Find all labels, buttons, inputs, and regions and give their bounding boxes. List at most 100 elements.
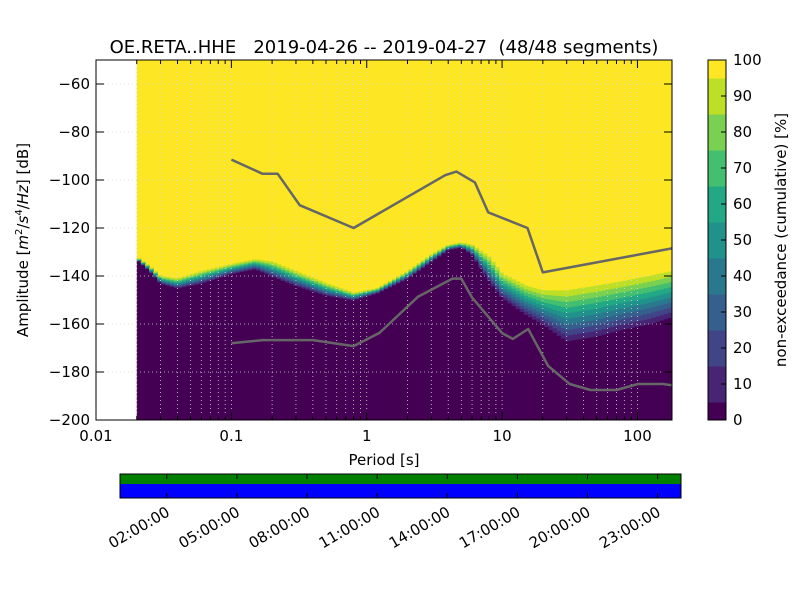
heatmap-column (449, 248, 455, 420)
heatmap-cell (330, 287, 335, 290)
heatmap-cell (412, 266, 418, 268)
heatmap-cell (503, 283, 508, 287)
heatmap-cell (247, 260, 253, 262)
heatmap-cell (264, 265, 270, 268)
heatmap-column (177, 287, 183, 420)
heatmap-cell (507, 282, 513, 287)
heatmap-column (408, 276, 414, 420)
heatmap-cell (647, 313, 653, 319)
heatmap-cell (260, 267, 265, 270)
heatmap-cell (190, 282, 195, 285)
heatmap-cell (227, 269, 233, 272)
heatmap-cell (634, 304, 640, 311)
heatmap-cell (264, 262, 270, 265)
heatmap-cell (630, 289, 636, 296)
heatmap-cell (231, 264, 237, 267)
heatmap-cell (548, 299, 554, 305)
heatmap-column (659, 319, 665, 420)
heatmap-cell (346, 297, 352, 299)
heatmap-column (330, 296, 335, 420)
heatmap-cell (429, 254, 434, 256)
heatmap-cell (466, 250, 471, 253)
heatmap-cell (655, 289, 661, 296)
heatmap-cell (639, 309, 644, 316)
heatmap-cell (610, 299, 615, 306)
heatmap-cell (161, 278, 167, 281)
heatmap-cell (214, 275, 220, 278)
heatmap-cell (655, 284, 661, 291)
heatmap-cell (153, 271, 158, 274)
heatmap-cell (227, 270, 233, 273)
heatmap-cell (284, 272, 290, 275)
heatmap-cell (597, 312, 603, 320)
heatmap-cell (387, 281, 393, 283)
heatmap-cell (527, 300, 533, 304)
heatmap-cell (206, 273, 212, 276)
heatmap-column (548, 329, 554, 420)
heatmap-cell (400, 280, 405, 282)
heatmap-column (268, 275, 274, 420)
heatmap-cell (630, 295, 636, 302)
heatmap-cell (519, 289, 525, 294)
heatmap-cell (165, 282, 171, 284)
heatmap-cell (490, 261, 496, 266)
heatmap-cell (544, 306, 550, 312)
heatmap-cell (663, 282, 669, 289)
heatmap-column (618, 329, 624, 420)
heatmap-cell (190, 273, 195, 276)
heatmap-cell (577, 288, 583, 295)
heatmap-cell (194, 281, 200, 284)
heatmap-cell (527, 293, 533, 298)
heatmap-cell (276, 272, 282, 275)
heatmap-cell (482, 269, 488, 273)
y-tick-label: −60 (58, 75, 90, 93)
heatmap-cell (564, 329, 570, 336)
heatmap-cell (268, 264, 274, 267)
heatmap-column (482, 274, 488, 420)
heatmap-cell (140, 261, 146, 263)
heatmap-cell (618, 302, 624, 309)
heatmap-cell (585, 287, 591, 294)
heatmap-cell (544, 290, 550, 296)
heatmap-cell (589, 319, 595, 327)
heatmap-cell (560, 290, 566, 297)
heatmap-cell (659, 278, 665, 285)
heatmap-cell (173, 285, 179, 288)
heatmap-cell (313, 287, 319, 290)
heatmap-cell (243, 267, 249, 270)
heatmap-cell (363, 291, 368, 293)
heatmap-cell (367, 291, 373, 293)
heatmap-cell (313, 279, 319, 282)
heatmap-cell (515, 302, 521, 307)
heatmap-cell (424, 257, 430, 259)
heatmap-cell (252, 262, 257, 265)
heatmap-cell (499, 293, 504, 297)
heatmap-cell (416, 268, 422, 270)
heatmap-column (309, 290, 315, 420)
heatmap-cell (573, 317, 578, 324)
heatmap-cell (210, 278, 216, 281)
heatmap-cell (573, 294, 578, 301)
chart-title: OE.RETA..HHE 2019-04-26 -- 2019-04-27 (4… (110, 37, 659, 58)
heatmap-cell (252, 266, 257, 269)
heatmap-cell (593, 330, 599, 337)
heatmap-cell (622, 296, 628, 303)
heatmap-cell (466, 243, 471, 246)
heatmap-column (445, 250, 451, 420)
y-tick-label: −140 (49, 267, 90, 285)
heatmap-cell (317, 282, 323, 285)
heatmap-cell (260, 266, 265, 269)
heatmap-cell (544, 310, 550, 316)
heatmap-cell (478, 258, 484, 261)
heatmap-cell (173, 278, 179, 280)
heatmap-cell (301, 286, 307, 289)
heatmap-cell (552, 313, 558, 319)
heatmap-cell (626, 317, 632, 324)
heatmap-cell (346, 294, 352, 297)
heatmap-cell (626, 306, 632, 313)
heatmap-cell (552, 295, 558, 301)
heatmap-cell (474, 249, 480, 252)
heatmap-cell (515, 281, 521, 286)
heatmap-cell (252, 259, 257, 262)
heatmap-column (243, 270, 249, 420)
